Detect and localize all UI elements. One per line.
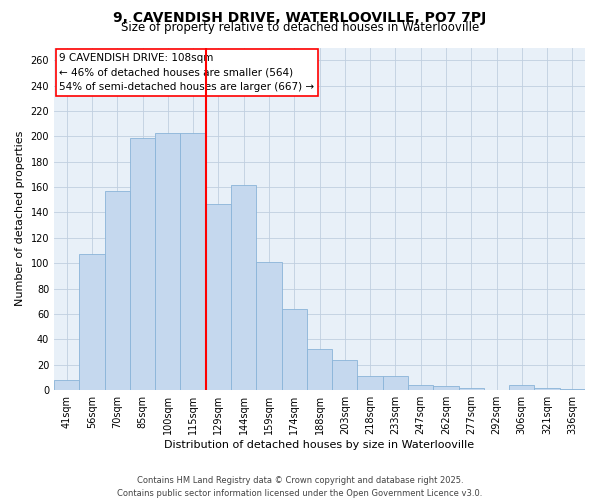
Bar [458, 388, 484, 390]
Bar [358, 376, 383, 390]
Bar [155, 132, 181, 390]
Bar [181, 132, 206, 390]
Y-axis label: Number of detached properties: Number of detached properties [15, 131, 25, 306]
Text: Contains HM Land Registry data © Crown copyright and database right 2025.
Contai: Contains HM Land Registry data © Crown c… [118, 476, 482, 498]
Bar [281, 309, 307, 390]
Bar [54, 380, 79, 390]
X-axis label: Distribution of detached houses by size in Waterlooville: Distribution of detached houses by size … [164, 440, 475, 450]
Bar [408, 385, 433, 390]
Text: Size of property relative to detached houses in Waterlooville: Size of property relative to detached ho… [121, 22, 479, 35]
Bar [383, 376, 408, 390]
Bar [104, 191, 130, 390]
Bar [509, 385, 535, 390]
Bar [206, 204, 231, 390]
Bar [535, 388, 560, 390]
Bar [130, 138, 155, 390]
Bar [307, 350, 332, 390]
Bar [256, 262, 281, 390]
Text: 9, CAVENDISH DRIVE, WATERLOOVILLE, PO7 7PJ: 9, CAVENDISH DRIVE, WATERLOOVILLE, PO7 7… [113, 11, 487, 25]
Bar [231, 184, 256, 390]
Bar [332, 360, 358, 390]
Bar [560, 389, 585, 390]
Bar [433, 386, 458, 390]
Text: 9 CAVENDISH DRIVE: 108sqm
← 46% of detached houses are smaller (564)
54% of semi: 9 CAVENDISH DRIVE: 108sqm ← 46% of detac… [59, 52, 314, 92]
Bar [79, 254, 104, 390]
